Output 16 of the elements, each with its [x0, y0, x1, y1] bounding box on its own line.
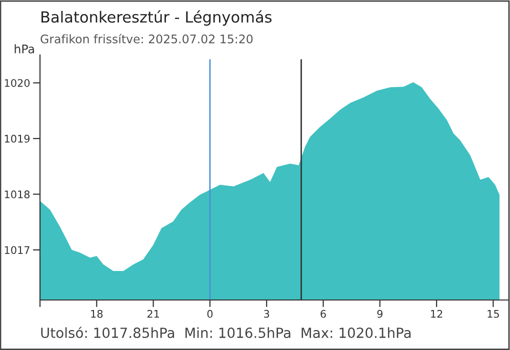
y-tick-label: 1019	[4, 134, 30, 143]
y-tick-label: 1017	[4, 246, 30, 254]
x-tick-label: 12	[431, 310, 442, 318]
x-tick-label: 15	[488, 310, 499, 318]
text: Utolsó: 1017.85hPa Min: 1016.5hPa Max: 1020.1hPa	[41, 326, 411, 338]
x-tick-label: 9	[377, 310, 382, 318]
x-tick-label: 18	[91, 310, 103, 318]
chart-title: Balatonkeresztúr - Légnyomás	[42, 10, 272, 26]
chart-subtitle: Grafikon frissítve: 2025.07.02 15:20	[40, 34, 253, 44]
x-tick-label: 3	[264, 310, 270, 318]
x-tick-label: 21	[147, 310, 159, 318]
x-tick-label: 0	[207, 310, 213, 318]
y-tick-label: 1020	[4, 79, 30, 87]
y-axis-title: hPa	[14, 44, 34, 54]
x-tick-label: 6	[320, 310, 326, 318]
y-tick-label: 1018	[4, 190, 30, 198]
